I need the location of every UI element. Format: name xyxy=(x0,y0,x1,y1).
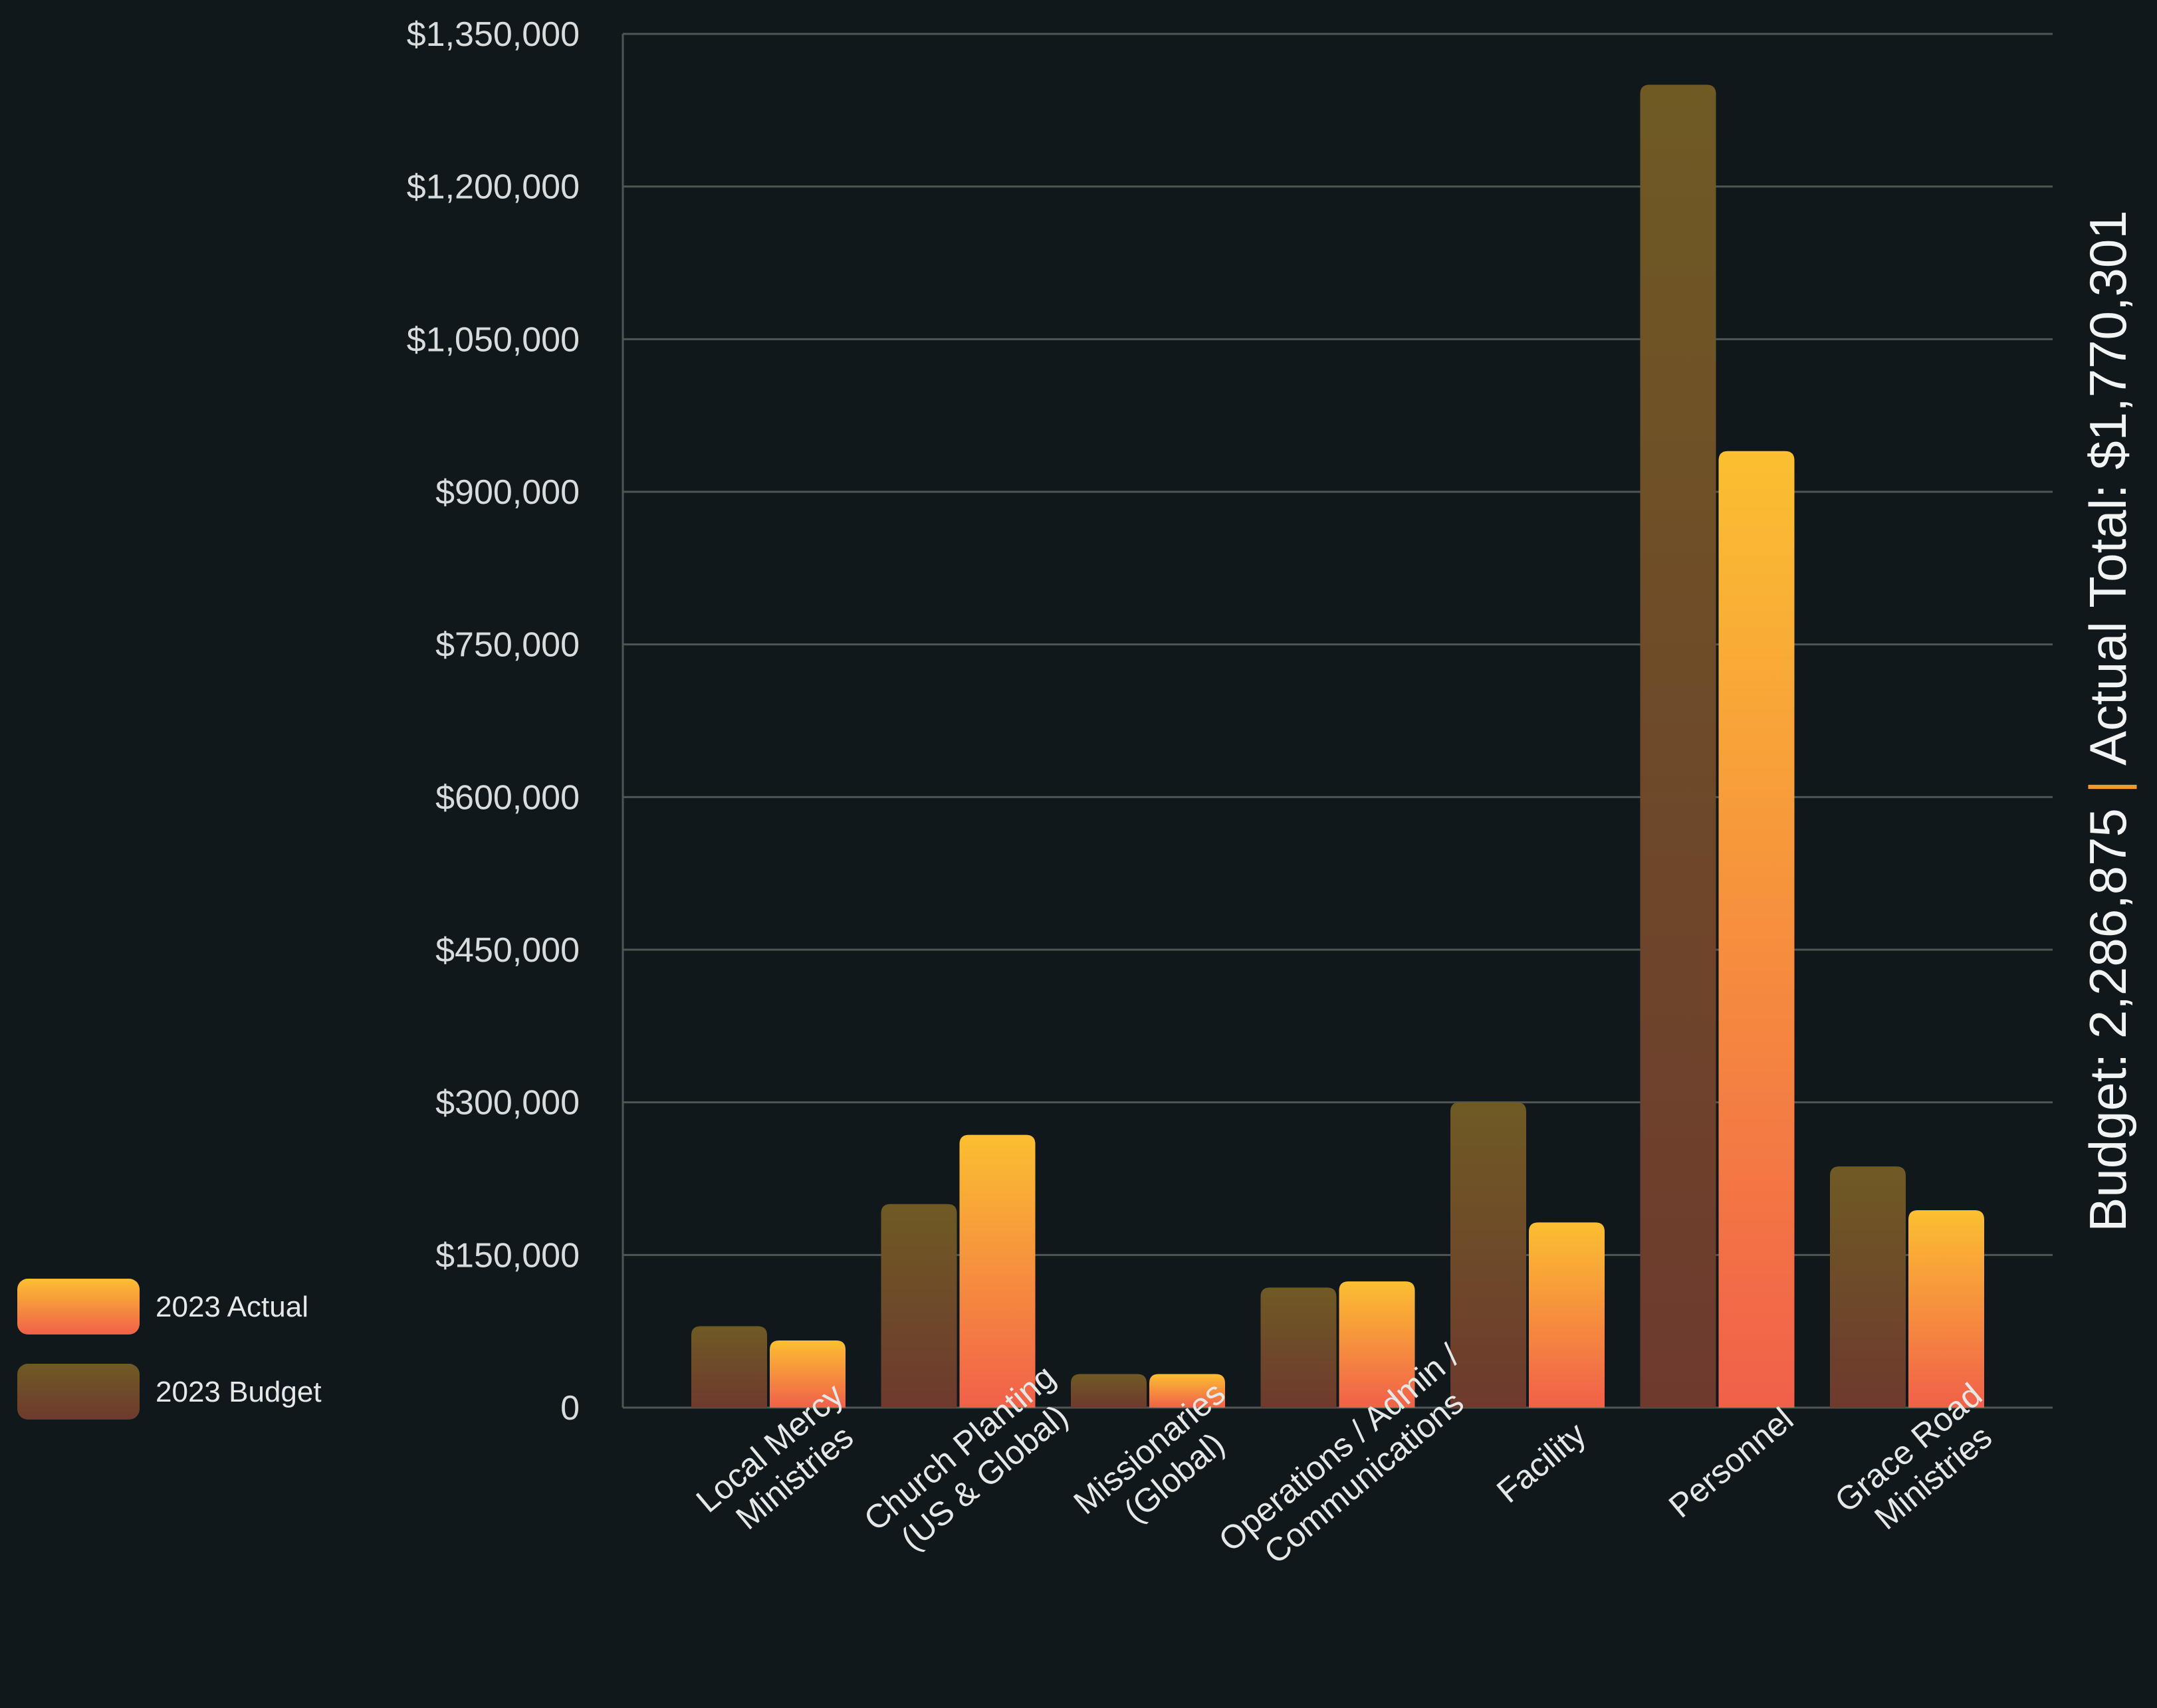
y-tick-label: $450,000 xyxy=(435,931,580,970)
totals-separator: | xyxy=(2079,780,2137,794)
bar-actual xyxy=(1908,1210,1984,1408)
bar-actual xyxy=(1718,451,1795,1408)
x-tick-label-line: Facility xyxy=(1490,1415,1593,1510)
legend-label: 2023 Actual xyxy=(156,1291,308,1323)
y-tick-label: $600,000 xyxy=(435,778,580,817)
y-tick-label: 0 xyxy=(560,1389,580,1428)
totals-side-note: Budget: 2,286,875 | Actual Total: $1,770,3… xyxy=(2079,210,2137,1231)
bar-actual xyxy=(1529,1222,1605,1408)
x-tick-label-line: Personnel xyxy=(1662,1400,1800,1525)
y-tick-label: $150,000 xyxy=(435,1236,580,1275)
x-tick-label: Facility xyxy=(1490,1415,1593,1510)
legend-swatch xyxy=(17,1279,140,1334)
actual-total: Actual Total: $1,770,301 xyxy=(2079,210,2137,766)
y-tick-label: $750,000 xyxy=(435,626,580,665)
bar-budget xyxy=(1450,1102,1526,1408)
grid-lines xyxy=(623,33,2053,1409)
bar-actual xyxy=(959,1134,1036,1408)
bar-budget xyxy=(691,1326,767,1408)
bar-budget xyxy=(1260,1287,1337,1408)
y-axis: 0 $150,000 $300,000 $450,000 $600,000 $750,00… xyxy=(407,15,624,1428)
bar-budget xyxy=(1071,1374,1147,1408)
bar-actual xyxy=(1339,1281,1415,1408)
legend-label: 2023 Budget xyxy=(156,1376,322,1408)
y-tick-label: $1,050,000 xyxy=(407,320,580,359)
bar-budget xyxy=(1830,1166,1906,1408)
budget-total: Budget: 2,286,875 xyxy=(2079,808,2137,1232)
totals-text: Budget: 2,286,875 | Actual Total: $1,770,3… xyxy=(2079,210,2137,1231)
bar-actual xyxy=(1149,1374,1225,1408)
legend: 2023 Actual 2023 Budget xyxy=(17,1279,322,1420)
bar-budget xyxy=(1640,84,1716,1408)
legend-swatch xyxy=(17,1364,140,1420)
bar-budget xyxy=(881,1204,957,1408)
y-tick-label: $300,000 xyxy=(435,1084,580,1122)
bars xyxy=(691,84,1984,1408)
y-tick-label: $1,350,000 xyxy=(407,15,580,54)
y-tick-label: $900,000 xyxy=(435,473,580,512)
bar-actual xyxy=(770,1340,846,1408)
y-tick-label: $1,200,000 xyxy=(407,168,580,207)
x-tick-label: Personnel xyxy=(1662,1400,1800,1525)
